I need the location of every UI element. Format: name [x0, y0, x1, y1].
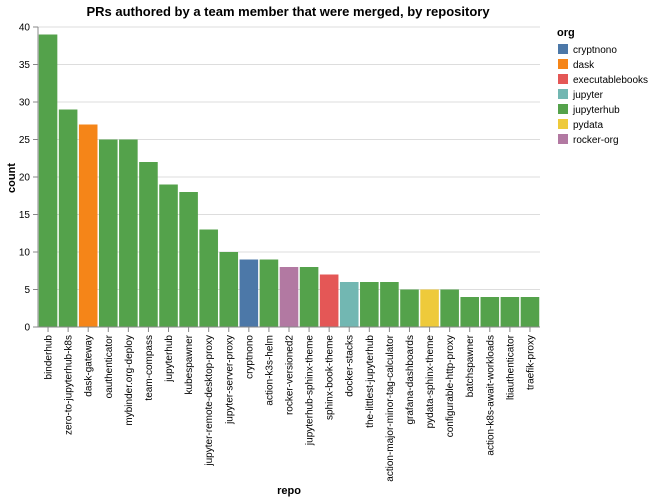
bars [38, 34, 540, 327]
bar [380, 282, 399, 327]
bar [279, 267, 299, 327]
bar [38, 34, 58, 327]
x-axis-title: repo [277, 485, 301, 497]
y-tick-label: 10 [19, 248, 31, 259]
bar [78, 124, 98, 327]
x-tick-label: jupyter-server-proxy [224, 335, 235, 425]
bar [339, 282, 359, 327]
x-tick-label: zero-to-jupyterhub-k8s [64, 335, 75, 435]
y-tick-label: 15 [19, 210, 31, 221]
legend-swatch [558, 59, 568, 69]
x-tick-label: ltiauthenticator [505, 334, 516, 400]
bar [159, 184, 178, 327]
bar [480, 297, 500, 327]
x-tick-label: configurable-http-proxy [445, 335, 456, 437]
legend-title: org [557, 27, 575, 39]
bar [319, 274, 339, 327]
y-tick-label: 20 [19, 173, 31, 184]
x-tick-label: dask-gateway [84, 335, 95, 397]
y-tick-label: 25 [19, 135, 31, 146]
bar [500, 297, 520, 327]
bar [219, 252, 239, 327]
x-tick-label: action-k8s-await-workloads [485, 335, 496, 456]
x-tick-label: pydata-sphinx-theme [425, 335, 436, 429]
bar [199, 229, 218, 327]
legend-swatch [558, 134, 568, 144]
chart-title: PRs authored by a team member that were … [86, 4, 490, 19]
bar [58, 109, 78, 327]
bar [360, 282, 379, 327]
x-tick-label: binderhub [44, 335, 55, 380]
y-tick-label: 0 [24, 323, 30, 334]
legend-swatch [558, 74, 568, 84]
bar [98, 139, 118, 327]
legend-label: cryptnono [573, 45, 617, 56]
x-tick-label: grafana-dashboards [405, 335, 416, 425]
bar [420, 289, 439, 327]
x-tick-label: rocker-versioned2 [285, 335, 296, 415]
legend-label: executablebooks [573, 75, 648, 86]
bar [259, 259, 279, 327]
legend-swatch [558, 44, 568, 54]
y-tick-label: 40 [19, 23, 31, 34]
bar [179, 192, 198, 327]
bar [139, 162, 158, 327]
x-tick-label: jupyter-remote-desktop-proxy [204, 335, 215, 467]
x-tick-label: docker-stacks [345, 335, 356, 397]
legend: org cryptnono dask executablebooks jupyter j… [557, 27, 648, 146]
x-tick-label: jupyterhub [164, 335, 175, 383]
x-tick-label: batchspawner [465, 334, 476, 397]
bar [119, 139, 138, 327]
x-tick-label: kubespawner [184, 334, 195, 394]
x-tick-label: jupyterhub-sphinx-theme [305, 335, 316, 446]
bar [520, 297, 540, 327]
x-tick-label: action-k3s-helm [264, 335, 275, 406]
legend-label: pydata [573, 120, 603, 131]
x-tick-label: the-littlest-jupyterhub [365, 335, 376, 428]
y-tick-label: 5 [24, 285, 30, 296]
legend-label: dask [573, 60, 595, 71]
bar [299, 267, 319, 327]
x-axis: binderhub zero-to-jupyterhub-k8s dask-gate… [38, 326, 540, 482]
y-axis-title: count [6, 163, 18, 193]
legend-label: jupyter [572, 90, 604, 101]
x-tick-label: sphinx-book-theme [325, 335, 336, 420]
x-tick-label: team-compass [144, 335, 155, 401]
bar [239, 259, 259, 327]
bar [460, 297, 480, 327]
legend-swatch [558, 119, 568, 129]
legend-label: jupyterhub [572, 105, 620, 116]
legend-label: rocker-org [573, 135, 619, 146]
y-tick-label: 35 [19, 60, 31, 71]
legend-swatch [558, 89, 568, 99]
x-tick-label: oauthenticator [104, 334, 115, 398]
x-tick-label: traefik-proxy [525, 335, 536, 390]
y-tick-label: 30 [19, 98, 31, 109]
y-axis: 0 5 10 15 20 25 30 35 40 [19, 23, 39, 334]
bar [440, 289, 459, 327]
legend-swatch [558, 104, 568, 114]
x-tick-label: mybinder.org-deploy [124, 335, 135, 426]
x-tick-label: cryptnono [244, 335, 255, 379]
bar [400, 289, 419, 327]
x-tick-label: action-major-minor-tag-calculator [385, 334, 396, 481]
